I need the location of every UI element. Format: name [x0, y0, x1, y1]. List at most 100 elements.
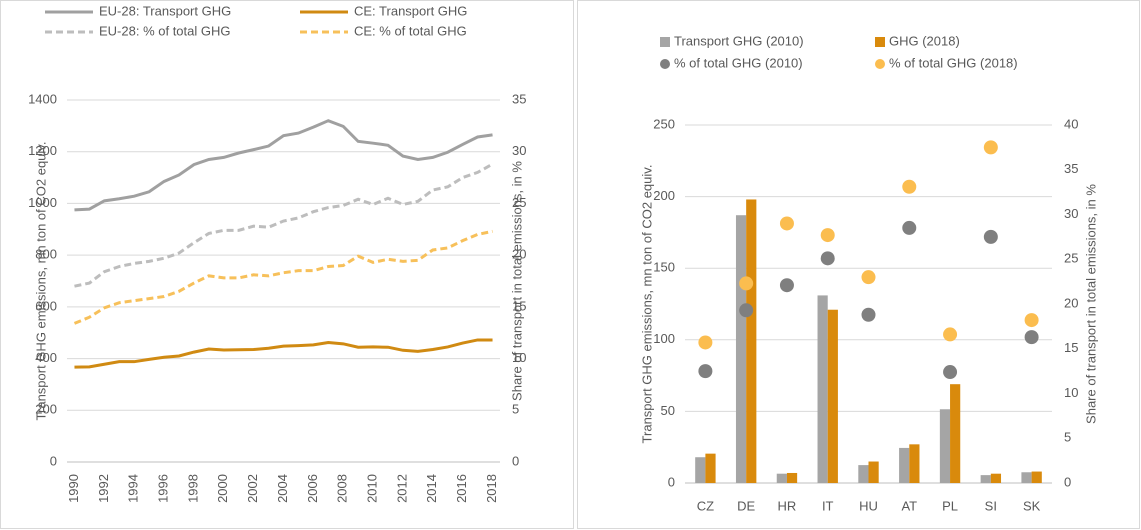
line	[74, 162, 494, 288]
y-tick-label: 50	[661, 403, 675, 418]
x-tick-label: PL	[942, 498, 958, 513]
y-tick-label: 200	[653, 188, 675, 203]
legend-label: CE: % of total GHG	[354, 23, 467, 38]
y-tick-label: 1200	[28, 143, 57, 158]
x-tick-label: 2016	[454, 474, 469, 503]
x-tick-label: 2000	[215, 474, 230, 503]
y-tick-label: 0	[50, 453, 57, 468]
legend-swatch	[875, 37, 885, 47]
x-tick-label: DE	[737, 498, 755, 513]
dot	[1024, 330, 1039, 345]
y2-tick-label: 30	[512, 143, 526, 158]
bar	[746, 199, 757, 484]
line	[74, 338, 493, 369]
bar	[827, 309, 838, 483]
legend-swatch	[660, 59, 670, 69]
x-tick-label: 2008	[335, 474, 350, 503]
bar	[786, 472, 798, 483]
y-tick-label: 800	[35, 247, 57, 262]
y2-tick-label: 20	[512, 247, 526, 262]
legend-label: % of total GHG (2010)	[674, 55, 803, 70]
y2-tick-label: 20	[1064, 295, 1078, 310]
dot	[779, 278, 794, 293]
legend-label: EU-28: % of total GHG	[99, 23, 231, 38]
dot	[698, 364, 713, 379]
legend-label: % of total GHG (2018)	[889, 55, 1018, 70]
bar	[858, 465, 869, 483]
bar	[909, 444, 920, 483]
bar	[868, 461, 879, 483]
dot	[739, 303, 754, 318]
dot	[943, 327, 958, 342]
bar	[1021, 472, 1032, 483]
legend-label: EU-28: Transport GHG	[99, 3, 231, 18]
bar	[705, 453, 716, 483]
y2-tick-label: 5	[1064, 430, 1071, 445]
x-tick-label: 1992	[96, 474, 111, 503]
y2-tick-label: 15	[1064, 340, 1078, 355]
dot	[861, 270, 876, 285]
x-tick-label: 2002	[245, 474, 260, 503]
y-tick-label: 1000	[28, 195, 57, 210]
dot	[902, 220, 917, 235]
x-tick-label: 1990	[66, 474, 81, 503]
bar	[1031, 471, 1042, 483]
y2-tick-label: 15	[512, 298, 526, 313]
x-tick-label: 1996	[155, 474, 170, 503]
x-tick-label: HR	[778, 498, 797, 513]
y-tick-label: 600	[35, 298, 57, 313]
right-panel	[577, 0, 1140, 529]
y-tick-label: 250	[653, 116, 675, 131]
bar	[695, 457, 706, 483]
dot	[861, 307, 876, 322]
left-panel	[0, 0, 574, 529]
y2-tick-label: 25	[1064, 251, 1078, 266]
y2-axis-title: Share of transport in total emissions, i…	[1083, 184, 1098, 424]
bar	[939, 409, 951, 483]
x-tick-label: 2012	[394, 474, 409, 503]
y2-tick-label: 10	[1064, 385, 1078, 400]
y2-tick-label: 0	[512, 453, 519, 468]
x-tick-label: 2006	[305, 474, 320, 503]
y-tick-label: 400	[35, 350, 57, 365]
y2-axis-title: Share of transport in total emissions, i…	[509, 161, 524, 401]
x-tick-label: SK	[1023, 498, 1041, 513]
y-tick-label: 100	[653, 331, 675, 346]
x-tick-label: 1998	[185, 474, 200, 503]
x-tick-label: 1994	[126, 474, 141, 503]
x-tick-label: 2018	[484, 474, 499, 503]
y2-tick-label: 35	[1064, 161, 1078, 176]
legend-swatch	[875, 59, 885, 69]
x-tick-label: CZ	[697, 498, 714, 513]
y-tick-label: 1400	[28, 91, 57, 106]
line	[73, 229, 493, 325]
bar	[899, 447, 910, 483]
y2-tick-label: 40	[1064, 116, 1078, 131]
dot	[983, 140, 998, 155]
bar	[817, 295, 828, 483]
legend-label: CE: Transport GHG	[354, 3, 467, 18]
y-tick-label: 200	[35, 402, 57, 417]
dot	[698, 335, 713, 350]
x-tick-label: HU	[859, 498, 878, 513]
y2-tick-label: 10	[512, 350, 526, 365]
legend-swatch	[660, 37, 670, 47]
dot	[739, 276, 754, 291]
x-tick-label: AT	[901, 498, 917, 513]
x-tick-label: 2004	[275, 474, 290, 503]
y-tick-label: 150	[653, 260, 675, 275]
dot	[779, 216, 794, 231]
y2-tick-label: 25	[512, 195, 526, 210]
dot	[820, 228, 835, 243]
dot	[983, 229, 998, 244]
y2-tick-label: 30	[1064, 206, 1078, 221]
bar	[776, 473, 787, 483]
bar	[735, 215, 747, 483]
bar	[990, 473, 1002, 483]
legend-label: GHG (2018)	[889, 33, 960, 48]
y-axis-title: Transport GHG emissions, mn ton of CO2 e…	[639, 165, 654, 444]
dot	[820, 251, 835, 266]
legend-label: Transport GHG (2010)	[674, 33, 804, 48]
y-tick-label: 0	[668, 474, 675, 489]
